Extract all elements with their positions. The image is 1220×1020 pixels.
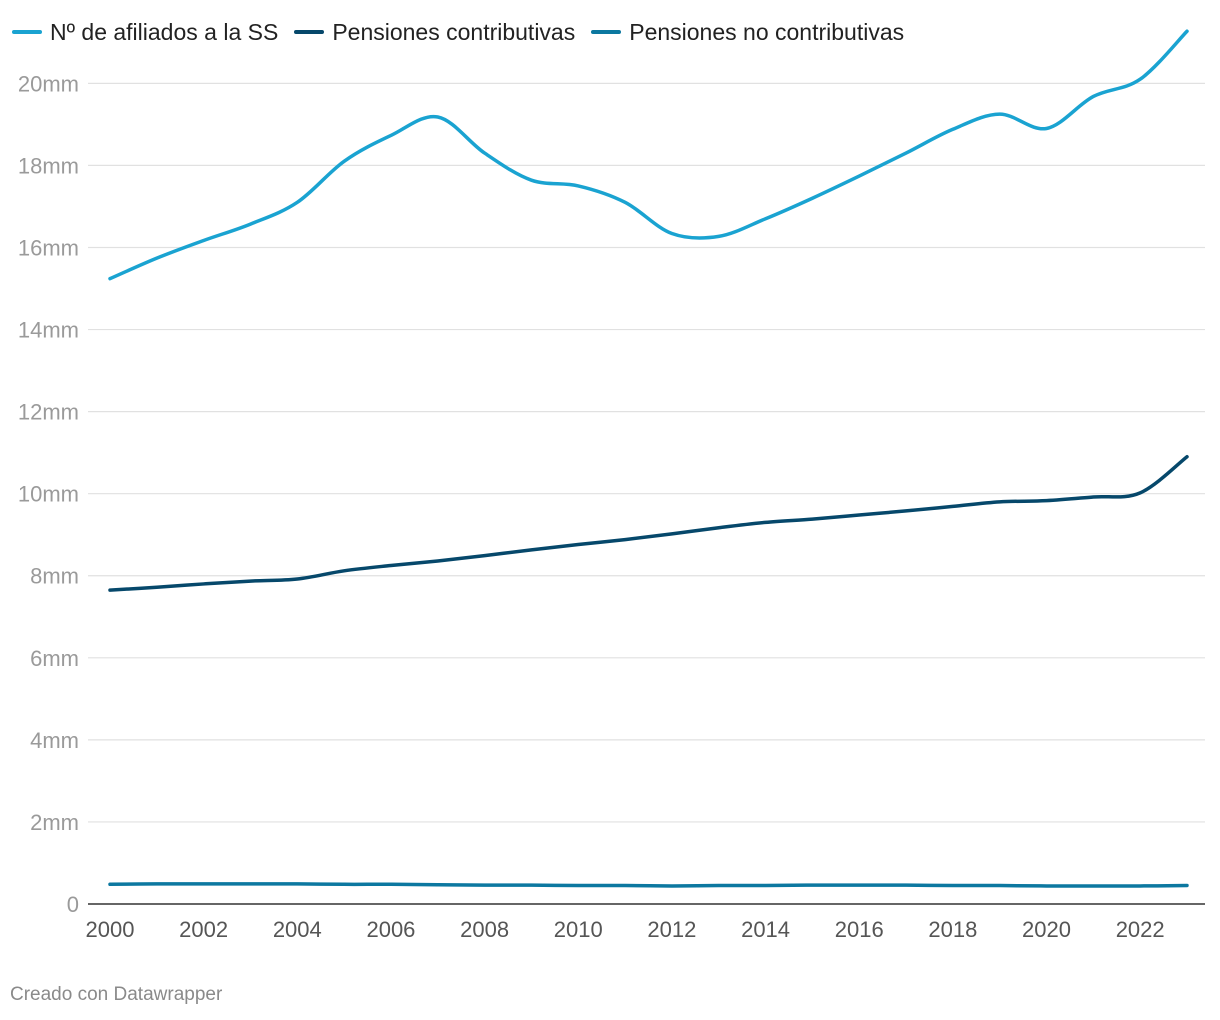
x-axis-ticks: 2000 2002 2004 2006 2008 2010 2012 2014 2016 2018… (86, 917, 1165, 942)
x-tick-label: 2022 (1116, 917, 1165, 942)
x-tick-label: 2018 (928, 917, 977, 942)
legend-label: Pensiones no contributivas (629, 18, 905, 45)
y-tick-label: 6mm (30, 646, 79, 671)
legend-swatch (12, 30, 42, 34)
y-tick-label: 10mm (18, 482, 79, 507)
legend-swatch (591, 30, 622, 34)
x-tick-label: 2020 (1022, 917, 1071, 942)
y-tick-label: 12mm (18, 400, 79, 425)
series-lines (108, 29, 1189, 888)
x-tick-label: 2006 (366, 917, 415, 942)
y-axis-ticks: 0 2mm 4mm 6mm 8mm 10mm 12mm 14mm 16mm 18mm 20mm (18, 71, 79, 917)
x-tick-label: 2016 (835, 917, 884, 942)
y-tick-label: 16mm (18, 235, 79, 260)
x-tick-label: 2004 (273, 917, 322, 942)
grid-lines (88, 82, 1205, 905)
legend-label: Nº de afiliados a la SS (50, 18, 279, 45)
x-tick-label: 2000 (86, 917, 135, 942)
series-pensiones-contributivas-line (108, 454, 1189, 592)
y-tick-label: 8mm (30, 564, 79, 589)
y-tick-label: 0 (67, 892, 79, 917)
legend-item: Nº de afiliados a la SS (12, 19, 278, 46)
legend: Nº de afiliados a la SS Pensiones contrib… (12, 18, 920, 46)
y-tick-label: 2mm (30, 810, 79, 835)
legend-item: Pensiones no contributivas (591, 19, 904, 46)
line-chart: 0 2mm 4mm 6mm 8mm 10mm 12mm 14mm 16mm 18mm 20mm 20… (18, 29, 1205, 942)
y-tick-label: 4mm (30, 728, 79, 753)
x-tick-label: 2010 (554, 917, 603, 942)
legend-label: Pensiones contributivas (332, 18, 576, 45)
y-tick-label: 18mm (18, 153, 79, 178)
y-tick-label: 20mm (18, 71, 79, 96)
y-tick-label: 14mm (18, 318, 79, 343)
legend-swatch (294, 30, 325, 34)
x-tick-label: 2014 (741, 917, 790, 942)
x-tick-label: 2012 (647, 917, 696, 942)
legend-item: Pensiones contributivas (294, 19, 575, 46)
x-tick-label: 2008 (460, 917, 509, 942)
footer-credit: Creado con Datawrapper (10, 984, 223, 1005)
x-tick-label: 2002 (179, 917, 228, 942)
series-pensiones-no-contributivas-line (108, 882, 1189, 888)
series-afiliados-line (108, 29, 1189, 281)
